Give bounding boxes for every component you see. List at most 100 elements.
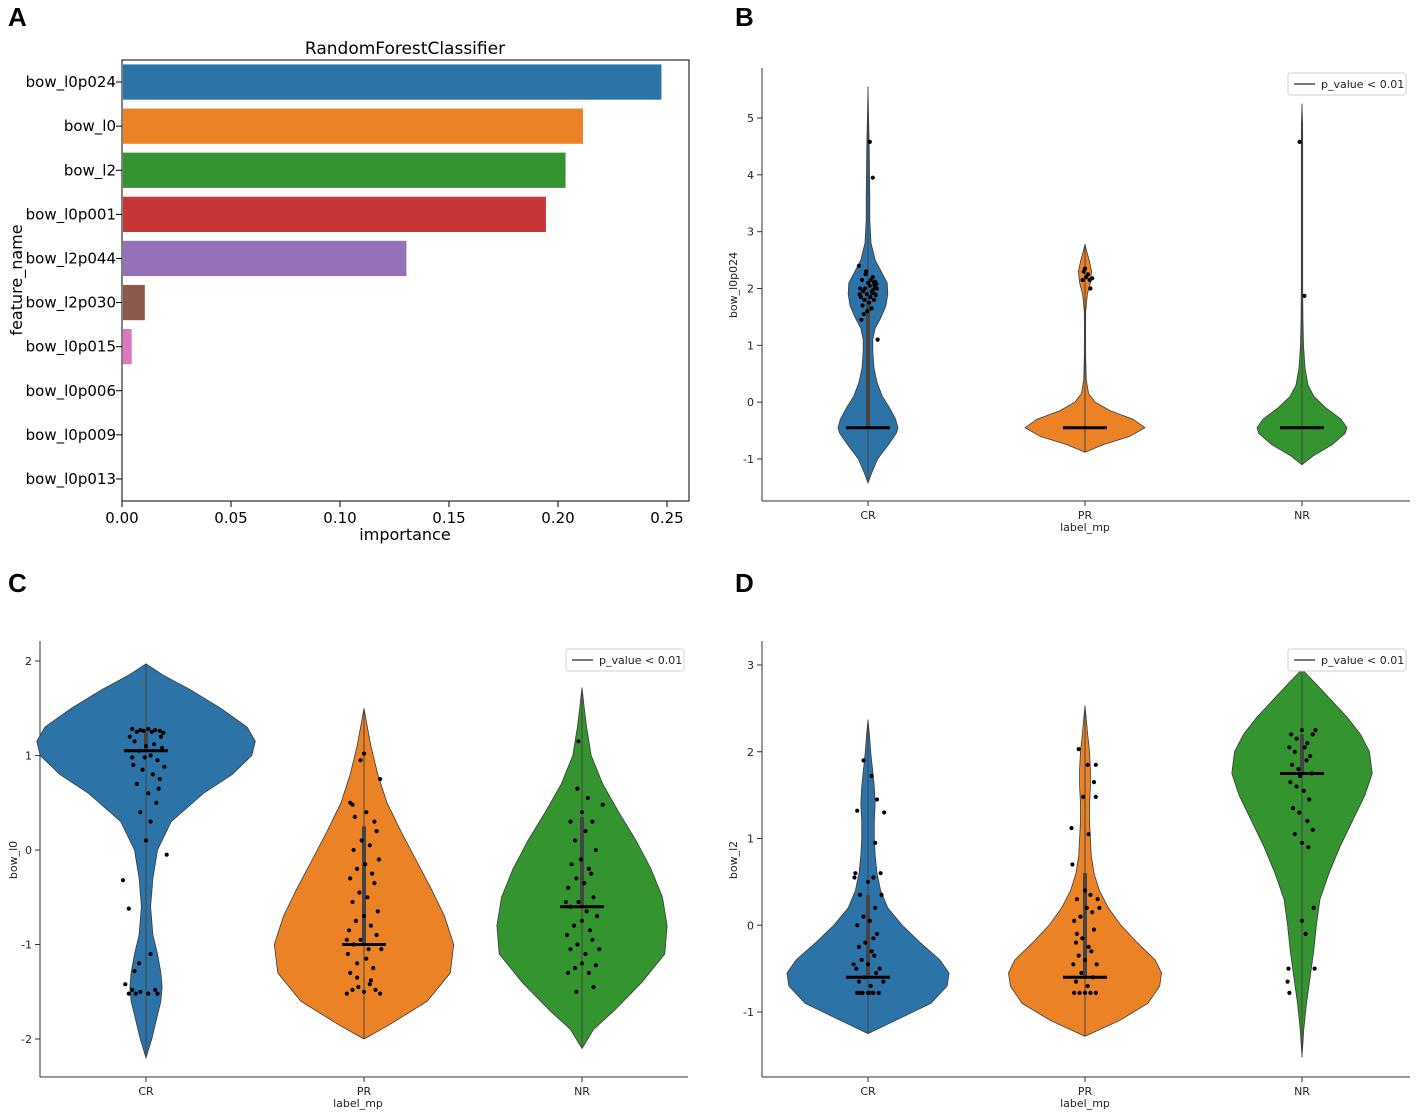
panel-b-point [861, 312, 866, 317]
panel-b-point [864, 292, 869, 297]
panel-a-xtick-label: 0.05 [214, 509, 247, 527]
panel-d-iqr-box-cr [866, 894, 870, 978]
panel-d-point [1304, 758, 1309, 763]
panel-d-point [1082, 957, 1088, 963]
panel-d-point [861, 758, 866, 763]
panel-d-legend-box [1287, 648, 1407, 672]
panel-c-point [361, 914, 367, 919]
panel-a-category-label: bow_l0p013 [26, 470, 116, 489]
panel-b-point [858, 286, 863, 291]
panel-c-point [591, 984, 596, 990]
panel-c-point [590, 819, 595, 824]
panel-c-point [579, 918, 585, 924]
panel-c-point [584, 909, 589, 914]
panel-a-bar [123, 329, 132, 365]
panel-c-point [138, 810, 143, 815]
panel-d-point [1094, 962, 1099, 967]
panel-c-point [566, 885, 571, 890]
panel-c-point [372, 819, 377, 824]
panel-c-point [149, 729, 154, 735]
panel-b-point [870, 290, 875, 296]
panel-d-point [874, 797, 880, 802]
panel-a-category-label: bow_l2p030 [26, 294, 116, 313]
panel-c-point [358, 937, 363, 942]
panel-c-point [363, 862, 368, 867]
panel-c-point [157, 777, 162, 782]
panel-d-point [1084, 905, 1089, 911]
panel-c-point [361, 751, 367, 756]
panel-c-point [127, 734, 132, 739]
panel-c-point [357, 890, 362, 895]
panel-b-point [860, 303, 865, 308]
panel-c-xtick-label: CR [138, 1085, 154, 1098]
panel-c-point [344, 991, 349, 996]
panel-d-point [1074, 897, 1079, 902]
panel-d-point [1311, 905, 1316, 911]
panel-d-point [1088, 990, 1093, 996]
panel-c-point [368, 923, 373, 928]
panel-c-point [593, 963, 598, 968]
panel-d-point [881, 979, 886, 984]
panel-a-bar [123, 64, 662, 100]
panel-d-point [1091, 780, 1097, 785]
panel-d-point [879, 892, 884, 898]
panel-d-point [1093, 794, 1098, 800]
panel-d-iqr-box-pr [1083, 873, 1087, 978]
panel-c-point [582, 881, 587, 886]
panel-d-point [865, 962, 871, 967]
panel-d-point [1301, 788, 1306, 793]
panel-c-point [153, 727, 158, 733]
panel-label-c: C [8, 568, 27, 598]
panel-c-point [131, 762, 136, 768]
panel-d-point [1091, 927, 1097, 932]
panel-c-point [563, 899, 569, 905]
panel-a-ylabel: feature_name [7, 224, 27, 335]
panel-d-point [1294, 736, 1299, 741]
panel-d-point [1086, 832, 1091, 837]
panel-c-iqr-box-cr [144, 731, 148, 752]
panel-c-point [162, 764, 167, 769]
panel-d-point [1090, 910, 1095, 915]
panel-d-point [1298, 773, 1303, 779]
panel-d-point [1287, 745, 1292, 750]
panel-c-point [164, 852, 169, 857]
panel-c-point [152, 742, 157, 747]
panel-d-point [873, 905, 878, 911]
panel-d-point [873, 840, 878, 845]
panel-b-iqr-box-cr [866, 297, 870, 429]
panel-c-iqr-box-nr [580, 816, 584, 908]
panel-d-point [867, 918, 872, 924]
panel-c-point [576, 739, 581, 744]
panel-b-point [1080, 277, 1085, 283]
panel-c-point [378, 777, 383, 782]
panel-d-point [868, 983, 873, 989]
panel-d-point [1294, 784, 1299, 789]
panel-b-ytick-label: 2 [747, 283, 754, 296]
panel-b-ytick-label: -1 [743, 453, 754, 466]
panel-c-point [576, 899, 581, 905]
panel-b-point [1081, 269, 1086, 274]
panel-b-point [1090, 276, 1095, 281]
panel-d-point [855, 923, 860, 928]
panel-c-point [583, 829, 588, 834]
panel-c-point [355, 975, 360, 980]
panel-d-point [857, 990, 863, 996]
panel-d-point [1073, 940, 1079, 945]
panel-b-point [856, 263, 862, 268]
panel-c-point [156, 786, 161, 791]
panel-d-violin-chart: label_mp bow_l2 -1 0 1 2 3 CR PR NR p_value < 0.… [727, 641, 1410, 1110]
panel-c-point [146, 791, 151, 796]
panel-d-point [1069, 826, 1074, 831]
panel-d-point [1292, 749, 1297, 754]
panel-c-point [374, 829, 379, 834]
panel-c-point [126, 991, 131, 996]
panel-d-point [1310, 732, 1315, 737]
panel-b-point [873, 293, 878, 298]
panel-d-point [877, 966, 882, 971]
panel-c-point [345, 951, 350, 957]
panel-d-point [1072, 990, 1077, 996]
panel-label-a: A [8, 2, 27, 32]
panel-b-point [859, 317, 864, 322]
panel-c-xtick-label: NR [574, 1085, 590, 1098]
panel-a-category-label: bow_l0p001 [26, 205, 116, 224]
